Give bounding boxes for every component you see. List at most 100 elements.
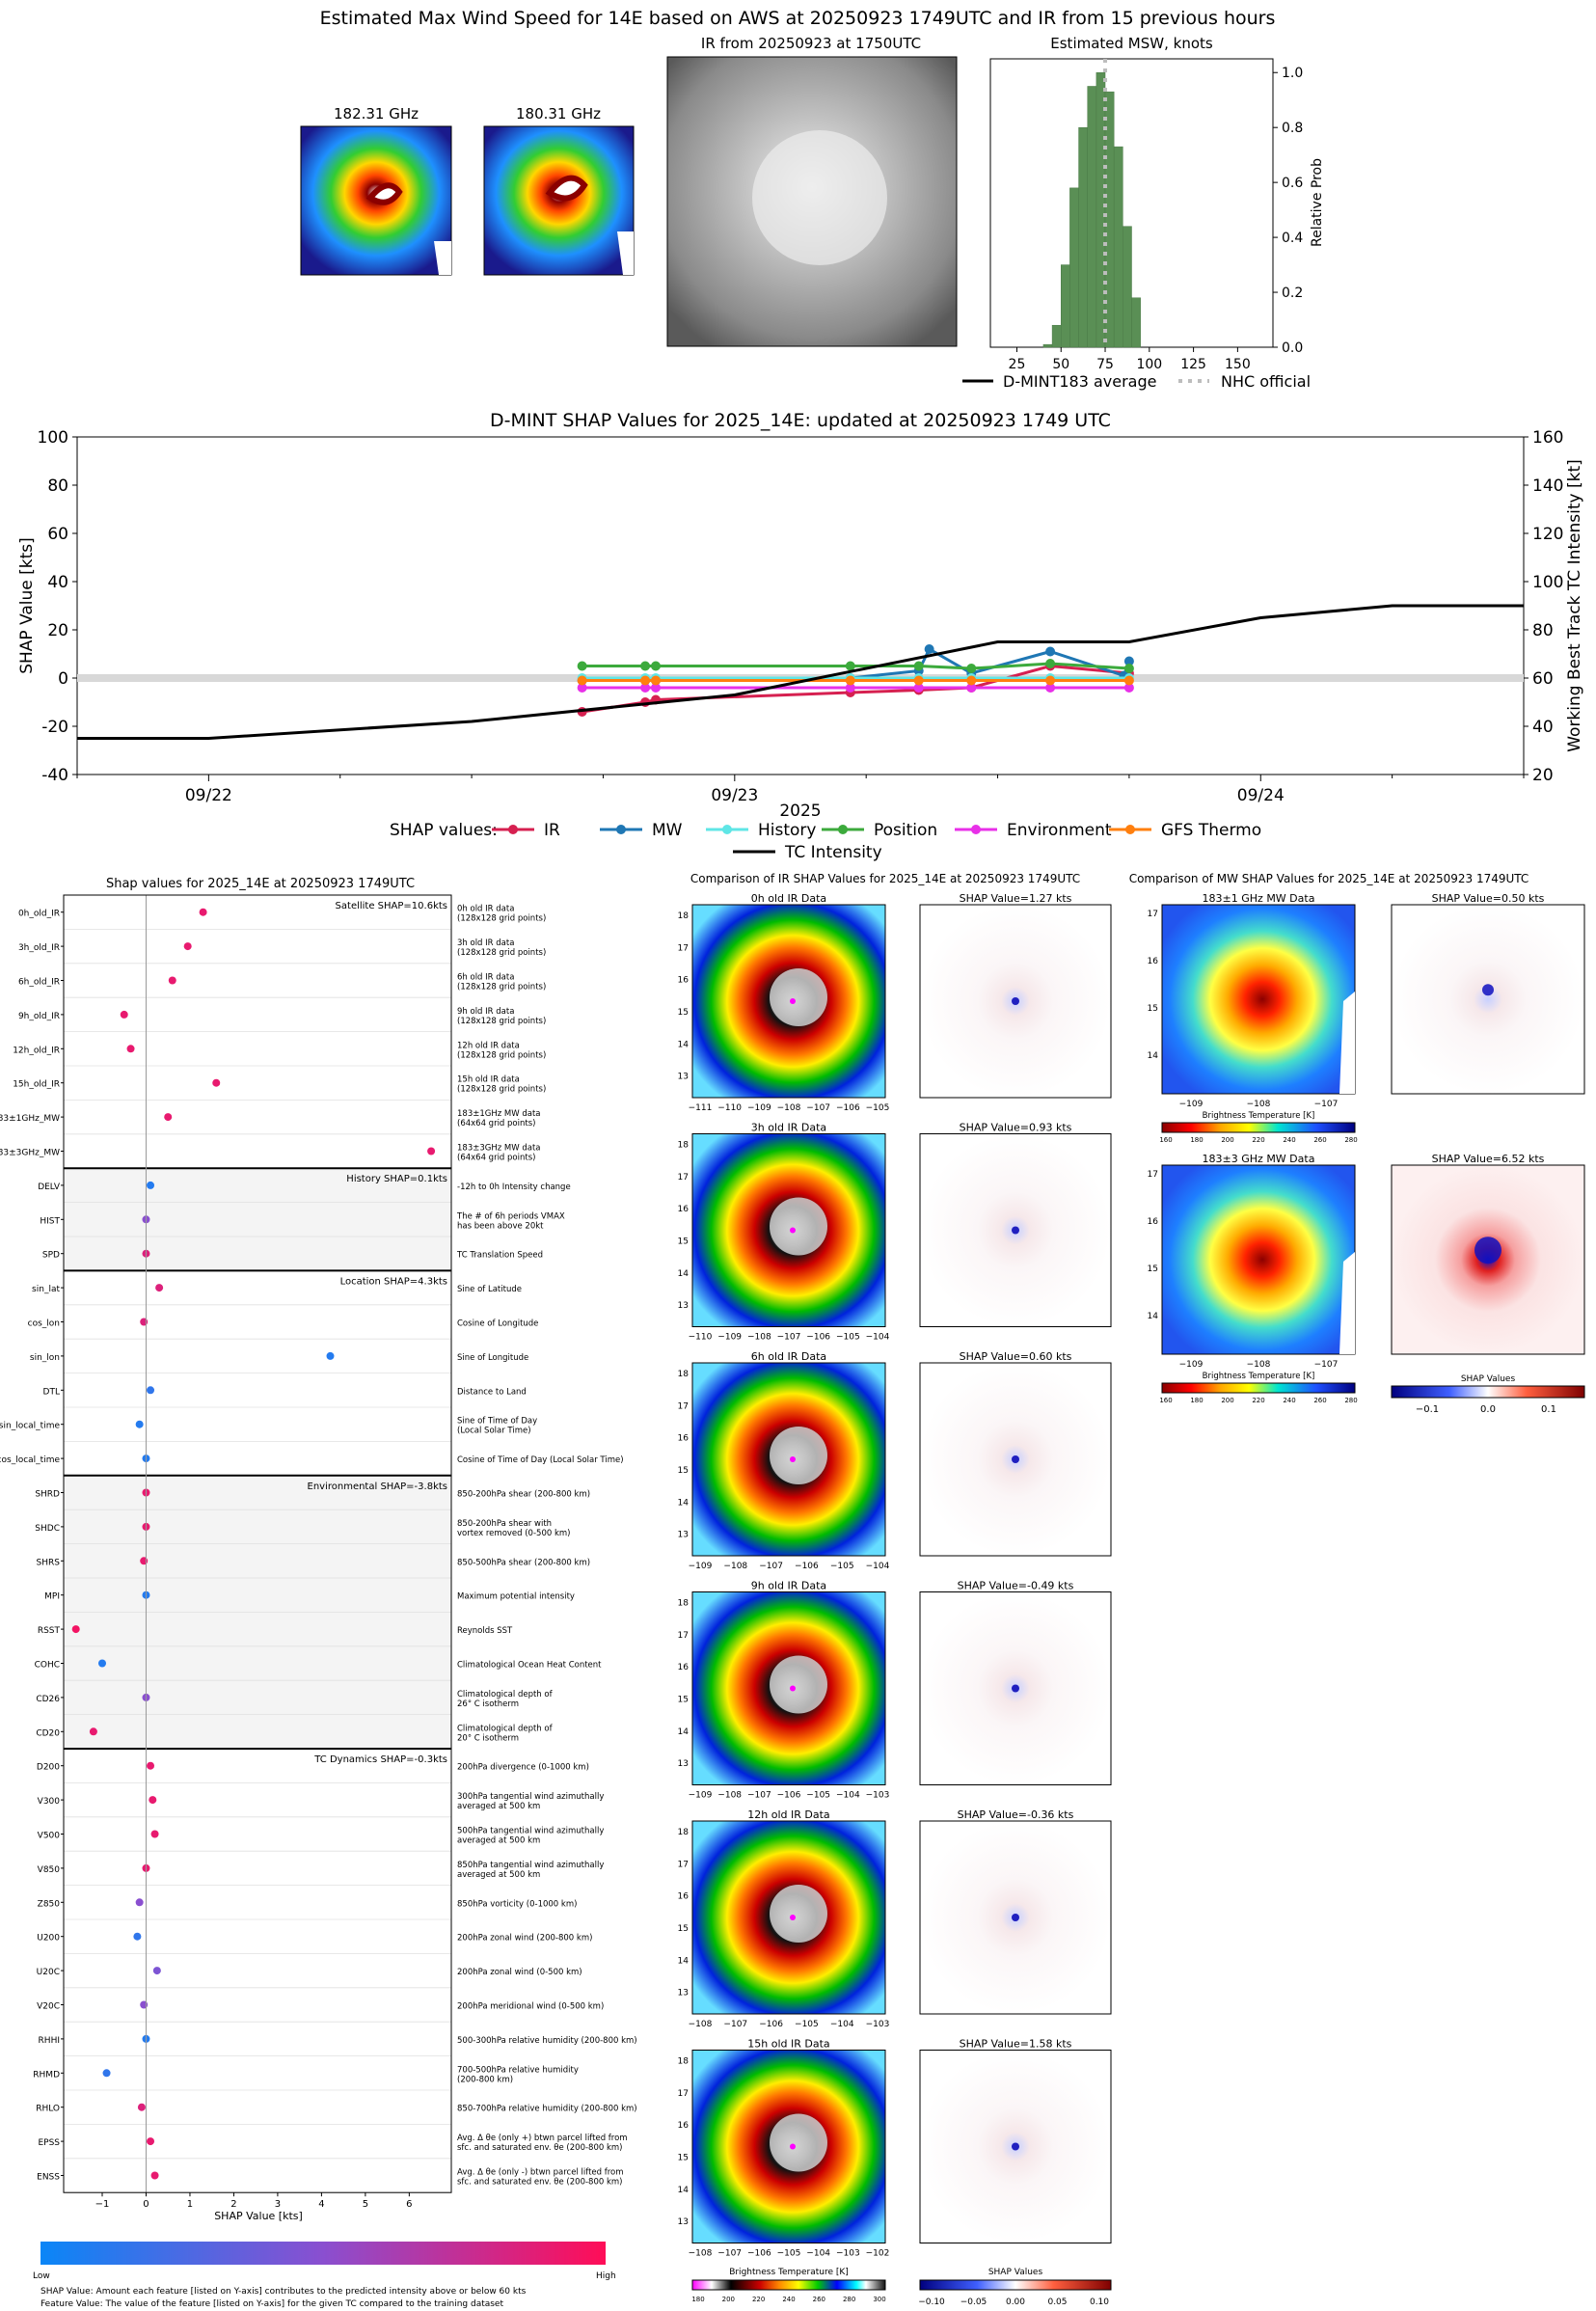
shap-feature-desc: (128x128 grid points) — [457, 983, 546, 992]
hist-xtick-label: 100 — [1136, 357, 1162, 372]
hist-bar — [1123, 226, 1132, 348]
hist-ytick-label: 1.0 — [1282, 66, 1303, 81]
shap-feature-name: SHDC — [35, 1524, 60, 1534]
ir-bt-colorbar — [691, 2279, 886, 2291]
shap-dot — [150, 1830, 159, 1838]
mw-bt-colorbar — [1161, 1122, 1356, 1133]
series-point — [651, 661, 661, 671]
legend-avg-label: D-MINT183 average — [1003, 372, 1156, 391]
mw-shap-colorbar — [1391, 1385, 1585, 1399]
shap-feature-desc: 15h old IR data — [457, 1075, 520, 1085]
tc-intensity-line — [77, 604, 1524, 740]
ir-ytick-label: 13 — [678, 2217, 689, 2227]
ts-y2tick-label: 80 — [1532, 621, 1554, 640]
shap-xtick-label: 1 — [187, 2199, 193, 2210]
shap-feature-desc: (64x64 grid points) — [457, 1154, 535, 1163]
series-point — [1045, 683, 1056, 693]
shap-feature-name: MPI — [44, 1592, 60, 1602]
shap-dot — [149, 1796, 157, 1805]
hist-bar — [1087, 86, 1097, 348]
shap-feature-name: D200 — [37, 1763, 60, 1773]
hist-xtick-label: 125 — [1180, 357, 1206, 372]
ir-xtick-label: −105 — [830, 1562, 854, 1571]
shap-dot — [183, 942, 192, 951]
hist-bar — [1113, 146, 1123, 348]
note-shap-value: SHAP Value: Amount each feature [listed … — [41, 2287, 527, 2297]
shap-feature-name: SPD — [42, 1251, 60, 1261]
shap-feature-desc: 850hPa tangential wind azimuthally — [457, 1861, 604, 1870]
ir-xtick-label: −109 — [689, 1562, 713, 1571]
mw-shap-tick: 0.0 — [1480, 1404, 1496, 1415]
shap-feature-desc: Sine of Longitude — [457, 1353, 528, 1363]
shap-feature-desc: 20° C isotherm — [457, 1733, 519, 1743]
ir-xtick-label: −108 — [747, 1333, 771, 1343]
shap-colorbar — [41, 2242, 606, 2265]
ir-xtick-label: −104 — [806, 2249, 830, 2259]
ir-bt-tick: 260 — [813, 2296, 825, 2303]
ir-xtick-label: −107 — [759, 1562, 783, 1571]
shap-feature-desc: 26° C isotherm — [457, 1699, 519, 1709]
series-point — [1045, 659, 1056, 668]
shap-feature-desc: 183±1GHz MW data — [457, 1109, 540, 1119]
mw-shap-center — [1482, 984, 1494, 996]
shap-feature-desc: 700-500hPa relative humidity — [457, 2065, 579, 2075]
shap-feature-name: COHC — [35, 1661, 60, 1671]
colorbar-low: Low — [33, 2271, 50, 2281]
mw-bt-tick: 220 — [1252, 1397, 1264, 1404]
mw-bt-tick: 260 — [1313, 1397, 1326, 1404]
shap-xtick-label: −1 — [95, 2199, 110, 2210]
hist-ytick-label: 0.4 — [1282, 231, 1303, 246]
ir-ytick-label: 17 — [678, 1631, 689, 1641]
shap-feature-desc: Sine of Latitude — [457, 1285, 522, 1294]
ir-xtick-label: −105 — [777, 2249, 801, 2259]
hist-xtick-label: 150 — [1225, 357, 1251, 372]
shap-dot — [155, 1284, 164, 1292]
ts-ytick-label: 40 — [47, 573, 68, 592]
mw-shap-label: SHAP Value=6.52 kts — [1432, 1153, 1545, 1165]
shap-feature-name: DTL — [43, 1387, 60, 1397]
ir-xtick-label: −102 — [866, 2249, 890, 2259]
shap-feature-desc: 6h old IR data — [457, 973, 514, 983]
shap-feature-desc: Cosine of Longitude — [457, 1319, 538, 1329]
mw-ytick-label: 17 — [1148, 910, 1158, 919]
ir-ytick-label: 14 — [678, 1956, 690, 1966]
shap-feature-desc: averaged at 500 km — [457, 1870, 540, 1880]
ts-y2tick-label: 40 — [1532, 718, 1554, 737]
ir-ytick-label: 16 — [678, 976, 690, 986]
ir-ytick-label: 17 — [678, 2089, 689, 2099]
ir-bt-tick: 280 — [843, 2296, 855, 2303]
ir-ytick-label: 18 — [678, 911, 690, 921]
series-point — [966, 683, 977, 693]
shap-dot — [147, 1181, 155, 1189]
shap-feature-desc: (128x128 grid points) — [457, 1017, 546, 1026]
series-point — [845, 675, 855, 686]
shap-feature-desc: Climatological depth of — [457, 1724, 554, 1733]
ir-shap-label: SHAP Value=1.27 kts — [960, 892, 1072, 905]
shap-dot — [71, 1625, 80, 1634]
shap-feature-desc: -12h to 0h Intensity change — [457, 1183, 571, 1192]
ir-panel-core — [770, 1655, 827, 1714]
ir-xtick-label: −105 — [836, 1333, 860, 1343]
ir-xtick-label: −104 — [866, 1333, 890, 1343]
ir-panel-label: 12h old IR Data — [747, 1808, 829, 1821]
shap-feature-desc: sfc. and saturated env. θe (200-800 km) — [457, 2178, 623, 2188]
hist-bar — [1042, 343, 1053, 348]
mw-panel-image — [1161, 904, 1356, 1095]
ir-panel-eye — [790, 1456, 796, 1462]
shap-dot — [135, 1420, 144, 1428]
mw-bt-tick: 200 — [1221, 1397, 1233, 1404]
ir-ytick-label: 14 — [678, 2186, 690, 2195]
shap-xtick-label: 3 — [275, 2199, 281, 2210]
ir-ytick-label: 14 — [678, 1498, 690, 1508]
shap-feature-desc: Climatological depth of — [457, 1690, 554, 1699]
ir-xtick-label: −109 — [717, 1333, 742, 1343]
shap-feature-name: DELV — [38, 1183, 61, 1192]
ir-xtick-label: −107 — [723, 2020, 747, 2029]
mw-shap-cb-label: SHAP Values — [1461, 1374, 1516, 1384]
ir-xtick-label: −108 — [689, 2020, 713, 2029]
hist-xtick-label: 50 — [1052, 357, 1069, 372]
mw-bt-tick: 260 — [1313, 1136, 1326, 1144]
ir-xtick-label: −108 — [723, 1562, 747, 1571]
ts-xtick-label: 09/23 — [711, 786, 758, 805]
